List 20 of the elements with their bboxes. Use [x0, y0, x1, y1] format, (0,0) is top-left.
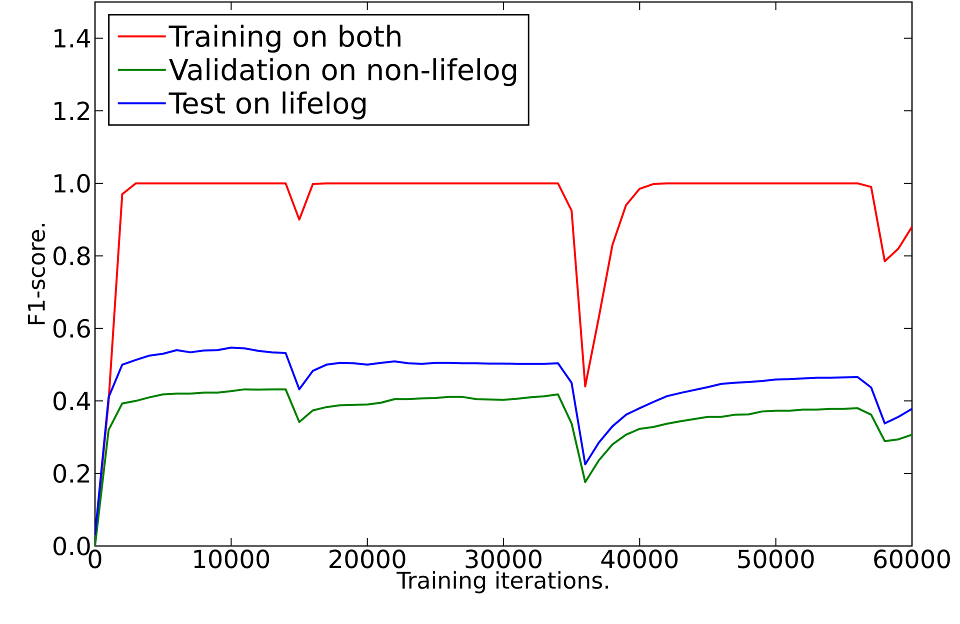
y-tick-label: 0.4	[54, 392, 90, 410]
y-tick-label: 0.0	[54, 536, 90, 556]
legend-label: Validation on non-lifelog	[169, 58, 516, 86]
legend-label: Test on lifelog	[168, 92, 366, 120]
x-tick-label: 10000	[194, 550, 270, 568]
x-tick-label: 50000	[738, 550, 814, 568]
legend-label: Training on both	[168, 24, 400, 53]
y-tick-label: 1.0	[54, 174, 90, 193]
x-tick-label: 30000	[466, 550, 542, 568]
y-tick-label: 0.8	[54, 246, 90, 266]
x-tick-label: 20000	[330, 550, 406, 568]
x-tick-label: 60000	[874, 550, 950, 568]
y-tick-label: 0.2	[54, 464, 89, 483]
y-tick-label: 1.2	[54, 102, 89, 120]
x-tick-label: 40000	[601, 550, 678, 568]
x-axis-title: Training iterations.	[396, 571, 608, 594]
y-axis-title: F1-score.	[28, 224, 46, 324]
y-tick-label: 0.6	[54, 318, 90, 338]
x-tick-label: 0	[88, 550, 102, 568]
y-tick-label: 1.4	[54, 29, 90, 48]
